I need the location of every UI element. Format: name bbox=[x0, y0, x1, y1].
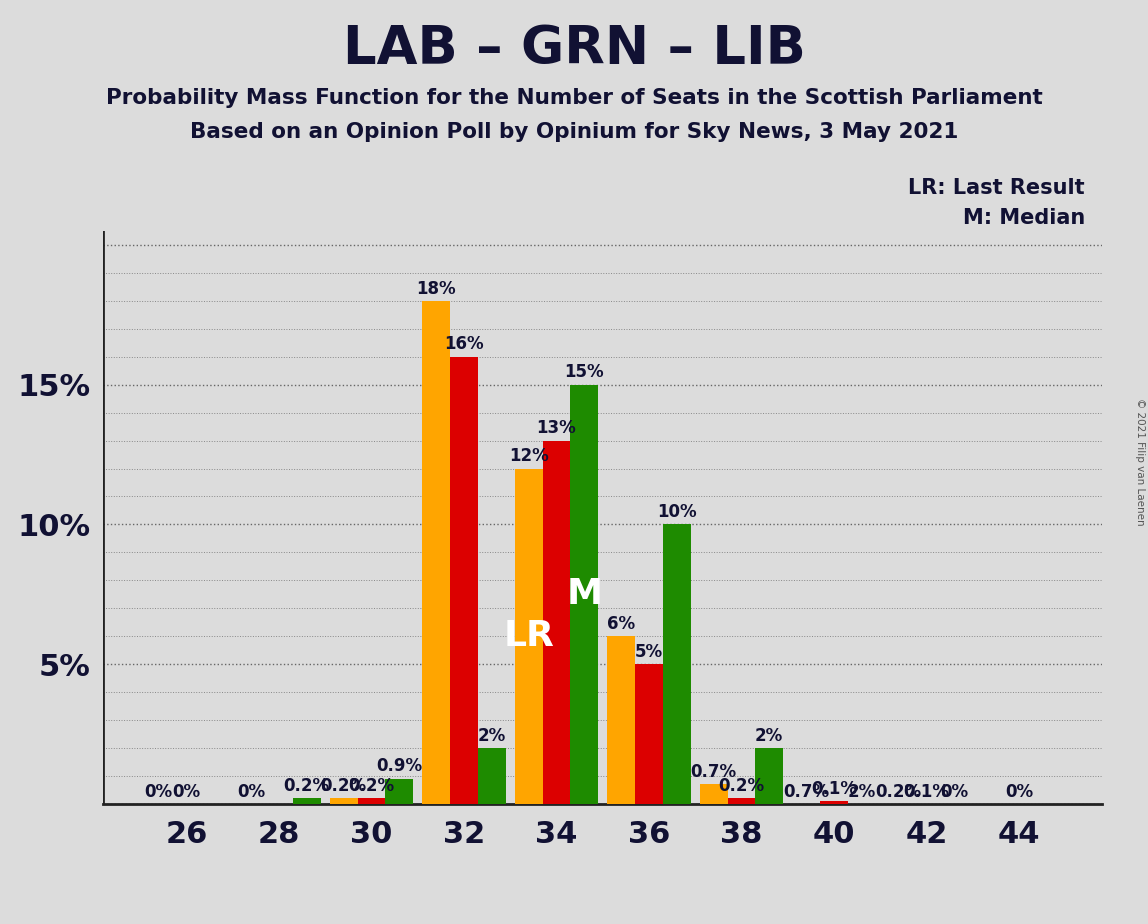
Text: 0%: 0% bbox=[145, 783, 173, 800]
Bar bbox=[358, 798, 386, 804]
Bar bbox=[728, 798, 755, 804]
Bar bbox=[820, 801, 847, 804]
Text: 12%: 12% bbox=[509, 447, 549, 465]
Bar bbox=[700, 784, 728, 804]
Bar bbox=[478, 748, 505, 804]
Bar bbox=[571, 384, 598, 804]
Text: 2%: 2% bbox=[847, 783, 876, 800]
Bar bbox=[329, 798, 358, 804]
Bar bbox=[293, 798, 320, 804]
Text: 18%: 18% bbox=[417, 279, 456, 298]
Text: 0.2%: 0.2% bbox=[349, 777, 395, 795]
Text: 0%: 0% bbox=[940, 783, 968, 800]
Bar bbox=[662, 525, 691, 804]
Text: 0.1%: 0.1% bbox=[903, 783, 949, 800]
Text: LR: Last Result: LR: Last Result bbox=[908, 178, 1085, 199]
Text: 0.7%: 0.7% bbox=[783, 783, 829, 800]
Text: 15%: 15% bbox=[565, 363, 604, 382]
Text: 0.1%: 0.1% bbox=[810, 780, 856, 797]
Bar bbox=[386, 779, 413, 804]
Text: Probability Mass Function for the Number of Seats in the Scottish Parliament: Probability Mass Function for the Number… bbox=[106, 88, 1042, 108]
Text: 10%: 10% bbox=[657, 503, 697, 521]
Text: 0%: 0% bbox=[1004, 783, 1033, 800]
Text: 5%: 5% bbox=[635, 643, 664, 661]
Bar bbox=[635, 664, 662, 804]
Text: 2%: 2% bbox=[478, 726, 506, 745]
Text: 16%: 16% bbox=[444, 335, 483, 353]
Bar bbox=[607, 637, 635, 804]
Text: 2%: 2% bbox=[755, 726, 783, 745]
Bar bbox=[543, 441, 571, 804]
Text: 0.2%: 0.2% bbox=[320, 777, 367, 795]
Text: 0.2%: 0.2% bbox=[876, 783, 922, 800]
Text: 0.9%: 0.9% bbox=[377, 758, 422, 775]
Bar bbox=[755, 748, 783, 804]
Text: © 2021 Filip van Laenen: © 2021 Filip van Laenen bbox=[1135, 398, 1145, 526]
Text: 6%: 6% bbox=[607, 614, 635, 633]
Bar bbox=[422, 301, 450, 804]
Text: M: Median: M: Median bbox=[963, 208, 1085, 228]
Text: 0%: 0% bbox=[172, 783, 201, 800]
Text: LAB – GRN – LIB: LAB – GRN – LIB bbox=[342, 23, 806, 75]
Bar bbox=[514, 468, 543, 804]
Text: 0.7%: 0.7% bbox=[691, 763, 737, 781]
Text: Based on an Opinion Poll by Opinium for Sky News, 3 May 2021: Based on an Opinion Poll by Opinium for … bbox=[189, 122, 959, 142]
Text: 13%: 13% bbox=[536, 419, 576, 437]
Text: LR: LR bbox=[503, 619, 554, 653]
Text: M: M bbox=[566, 578, 603, 612]
Text: 0.2%: 0.2% bbox=[719, 777, 765, 795]
Bar bbox=[450, 357, 478, 804]
Text: 0%: 0% bbox=[238, 783, 265, 800]
Text: 0.2%: 0.2% bbox=[284, 777, 329, 795]
